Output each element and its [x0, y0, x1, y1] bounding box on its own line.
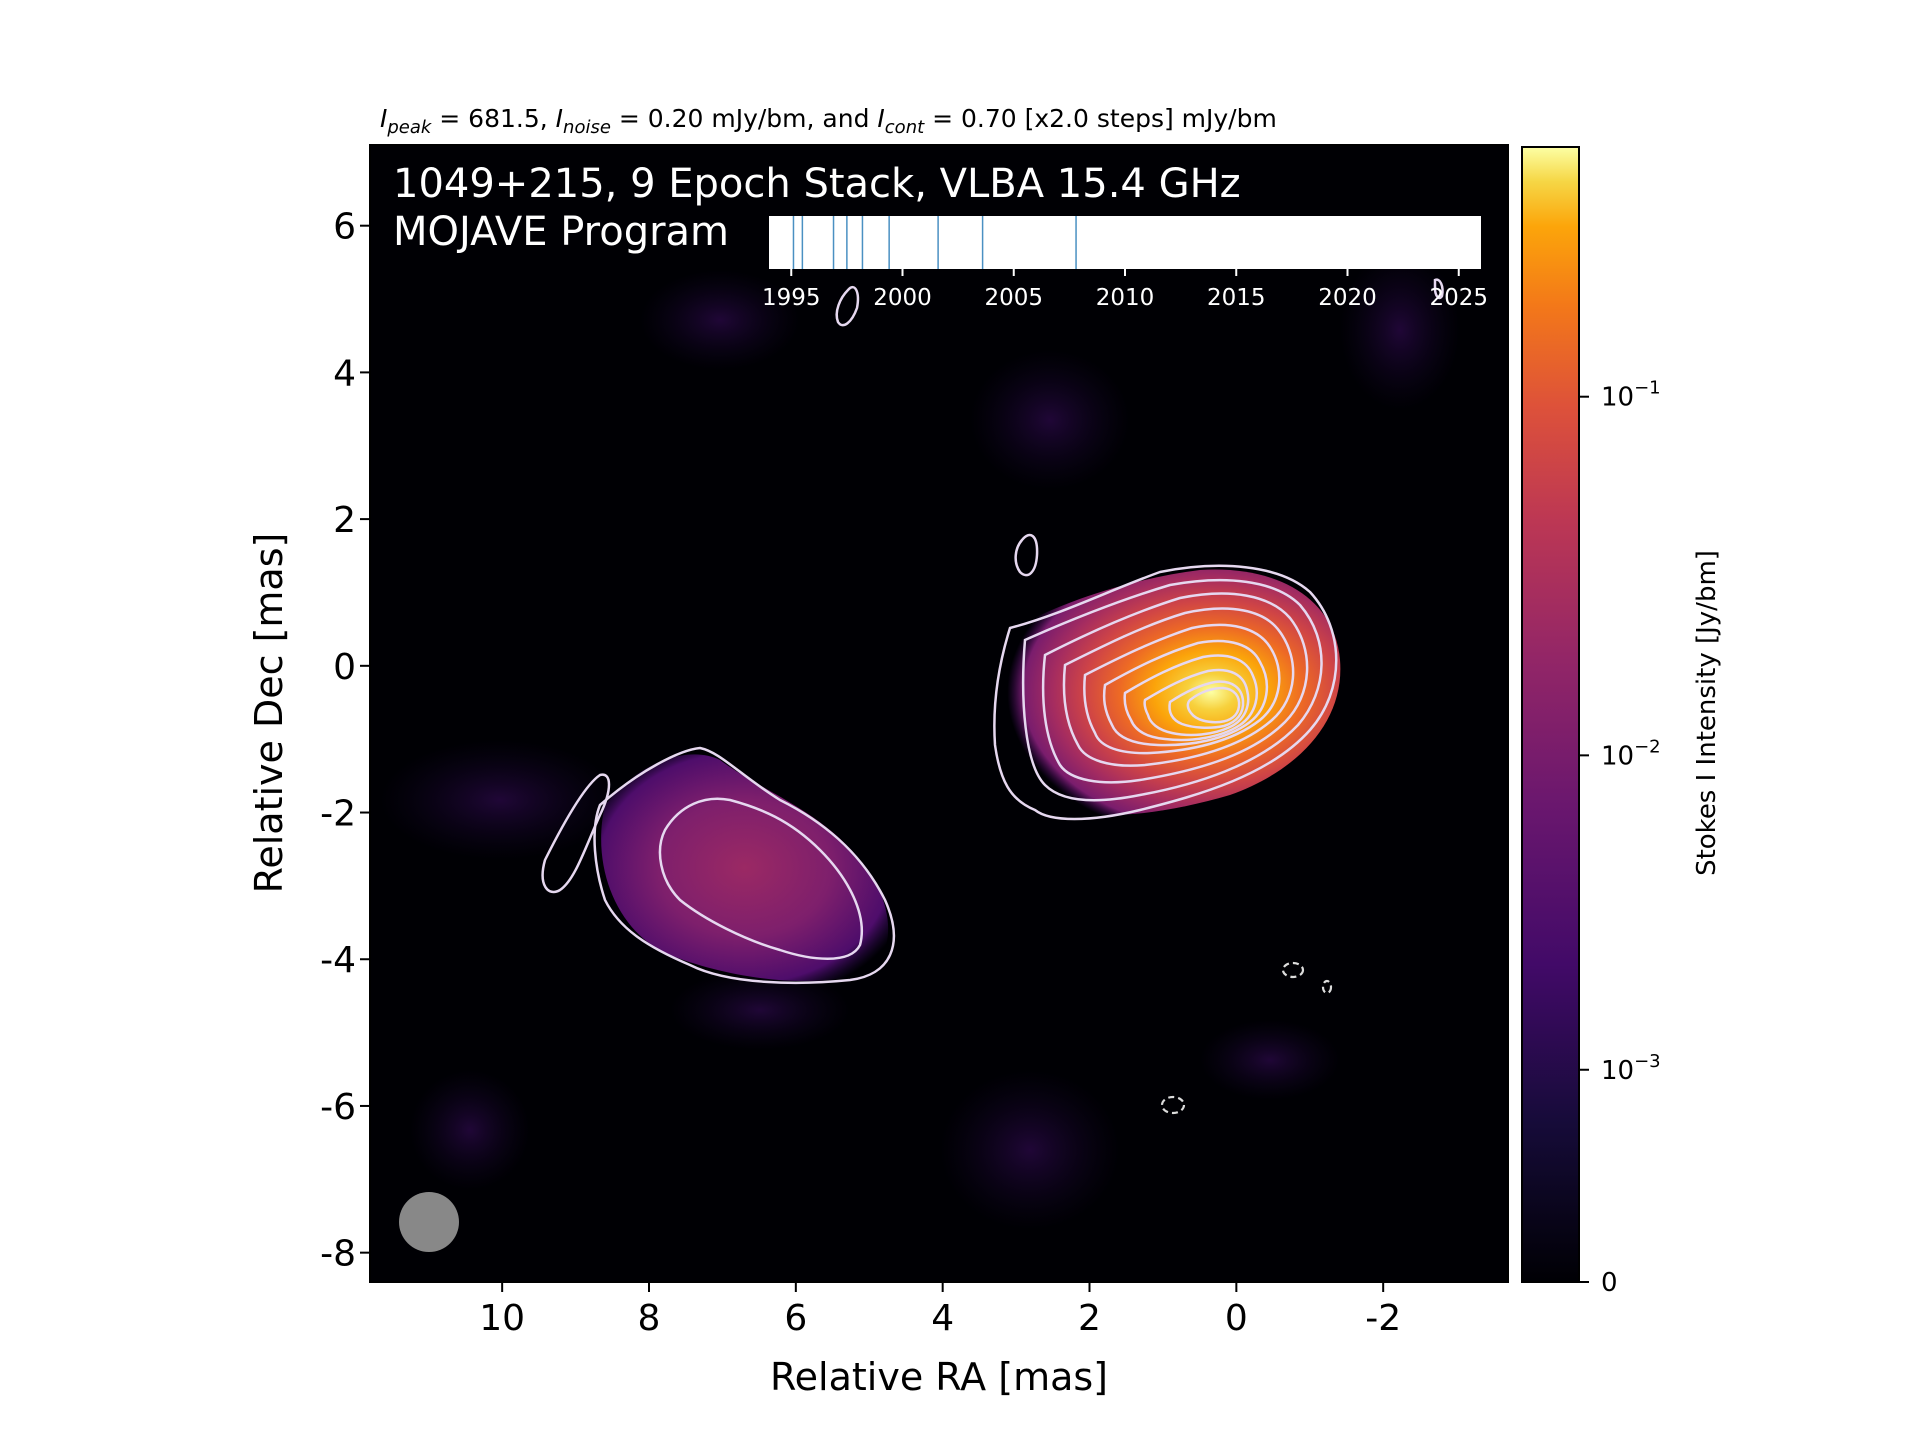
- epoch-tick-label: 2005: [984, 285, 1043, 311]
- contour-level-2: [1021, 578, 1323, 802]
- colorbar-label: Stokes I Intensity [Jy/bm]: [1692, 550, 1722, 876]
- x-axis-label: Relative RA [mas]: [770, 1355, 1108, 1399]
- x-tick-label: 8: [638, 1298, 661, 1339]
- negative-contour-1: [1281, 961, 1305, 979]
- knot-contour-outer: [593, 746, 895, 985]
- x-tick-label: 0: [1225, 1298, 1248, 1339]
- restoring-beam: [399, 1192, 459, 1252]
- noise-haze: [380, 250, 1460, 1230]
- x-tick-label: 6: [784, 1298, 807, 1339]
- contour-level-10: [1186, 686, 1241, 724]
- y-tick-label: -6: [320, 1087, 356, 1128]
- y-axis: 6 4 2 0 -2 -4 -6 -8: [320, 207, 370, 1275]
- contour-level-8: [1143, 668, 1250, 737]
- epoch-lines: [792, 216, 1077, 269]
- y-tick-label: 6: [333, 207, 356, 248]
- epoch-tick-label: 2025: [1429, 285, 1488, 311]
- x-tick-label: 2: [1078, 1298, 1101, 1339]
- plot-title-line2: MOJAVE Program: [393, 209, 729, 255]
- contour-small-top: [835, 285, 860, 327]
- y-tick-label: 0: [333, 647, 356, 688]
- negative-contour-2: [1321, 979, 1333, 995]
- epoch-tick-label: 2015: [1207, 285, 1266, 311]
- epoch-tick-label: 1995: [762, 285, 821, 311]
- jet-knot-emission: [601, 754, 889, 982]
- contour-level-7: [1123, 654, 1258, 742]
- y-tick-label: 2: [333, 500, 356, 541]
- colorbar-tick-label: 10−2: [1601, 736, 1661, 771]
- y-tick-label: 4: [333, 353, 356, 394]
- intensity-contours: [541, 278, 1444, 985]
- contour-small-north: [1014, 533, 1039, 577]
- epoch-ticks: 1995 2000 2005 2010 2015 2020 2025: [762, 269, 1488, 311]
- negative-contours: [1160, 961, 1333, 1115]
- colorbar: 10−1 10−2 10−3 0 Stokes I Intensity [Jy/bm]: [1521, 146, 1722, 1298]
- y-tick-label: -2: [320, 794, 356, 835]
- negative-contour-3: [1160, 1095, 1186, 1115]
- colorbar-ticks: 10−1 10−2 10−3 0: [1579, 378, 1661, 1298]
- plot-title-line1: 1049+215, 9 Epoch Stack, VLBA 15.4 GHz: [393, 161, 1241, 207]
- intensity-summary-header: Ipeak = 681.5, Inoise = 0.20 mJy/bm, and…: [380, 104, 1277, 138]
- x-tick-label: 10: [479, 1298, 525, 1339]
- plot-frame: [369, 144, 1509, 1283]
- y-tick-label: -8: [320, 1234, 356, 1275]
- map-background: [370, 145, 1508, 1282]
- contour-small-topright: [1433, 278, 1444, 300]
- contour-level-3: [1041, 592, 1309, 784]
- knot-contour-inner: [658, 797, 863, 960]
- contour-level-9: [1168, 680, 1245, 729]
- x-tick-label: 4: [931, 1298, 954, 1339]
- y-axis-label: Relative Dec [mas]: [247, 533, 291, 894]
- contour-level-6: [1102, 639, 1268, 747]
- contour-level-5: [1083, 623, 1281, 755]
- contour-level-1: [993, 564, 1338, 821]
- epoch-tick-label: 2020: [1318, 285, 1377, 311]
- epoch-timeline: 1995 2000 2005 2010 2015 2020 2025: [762, 216, 1488, 311]
- knot-contour-west: [541, 773, 611, 894]
- colorbar-tick-label: 10−3: [1601, 1051, 1661, 1086]
- x-axis: 10 8 6 4 2 0 -2: [479, 1282, 1401, 1339]
- x-tick-label: -2: [1365, 1298, 1401, 1339]
- intensity-map: 1049+215, 9 Epoch Stack, VLBA 15.4 GHz M…: [369, 144, 1509, 1283]
- colorbar-gradient: [1521, 146, 1580, 1283]
- epoch-timeline-box: [769, 216, 1481, 269]
- y-tick-label: -4: [320, 940, 356, 981]
- epoch-tick-label: 2000: [873, 285, 932, 311]
- epoch-tick-label: 2010: [1096, 285, 1155, 311]
- colorbar-tick-label: 0: [1601, 1268, 1618, 1298]
- contour-level-4: [1062, 607, 1295, 767]
- colorbar-tick-label: 10−1: [1601, 378, 1661, 413]
